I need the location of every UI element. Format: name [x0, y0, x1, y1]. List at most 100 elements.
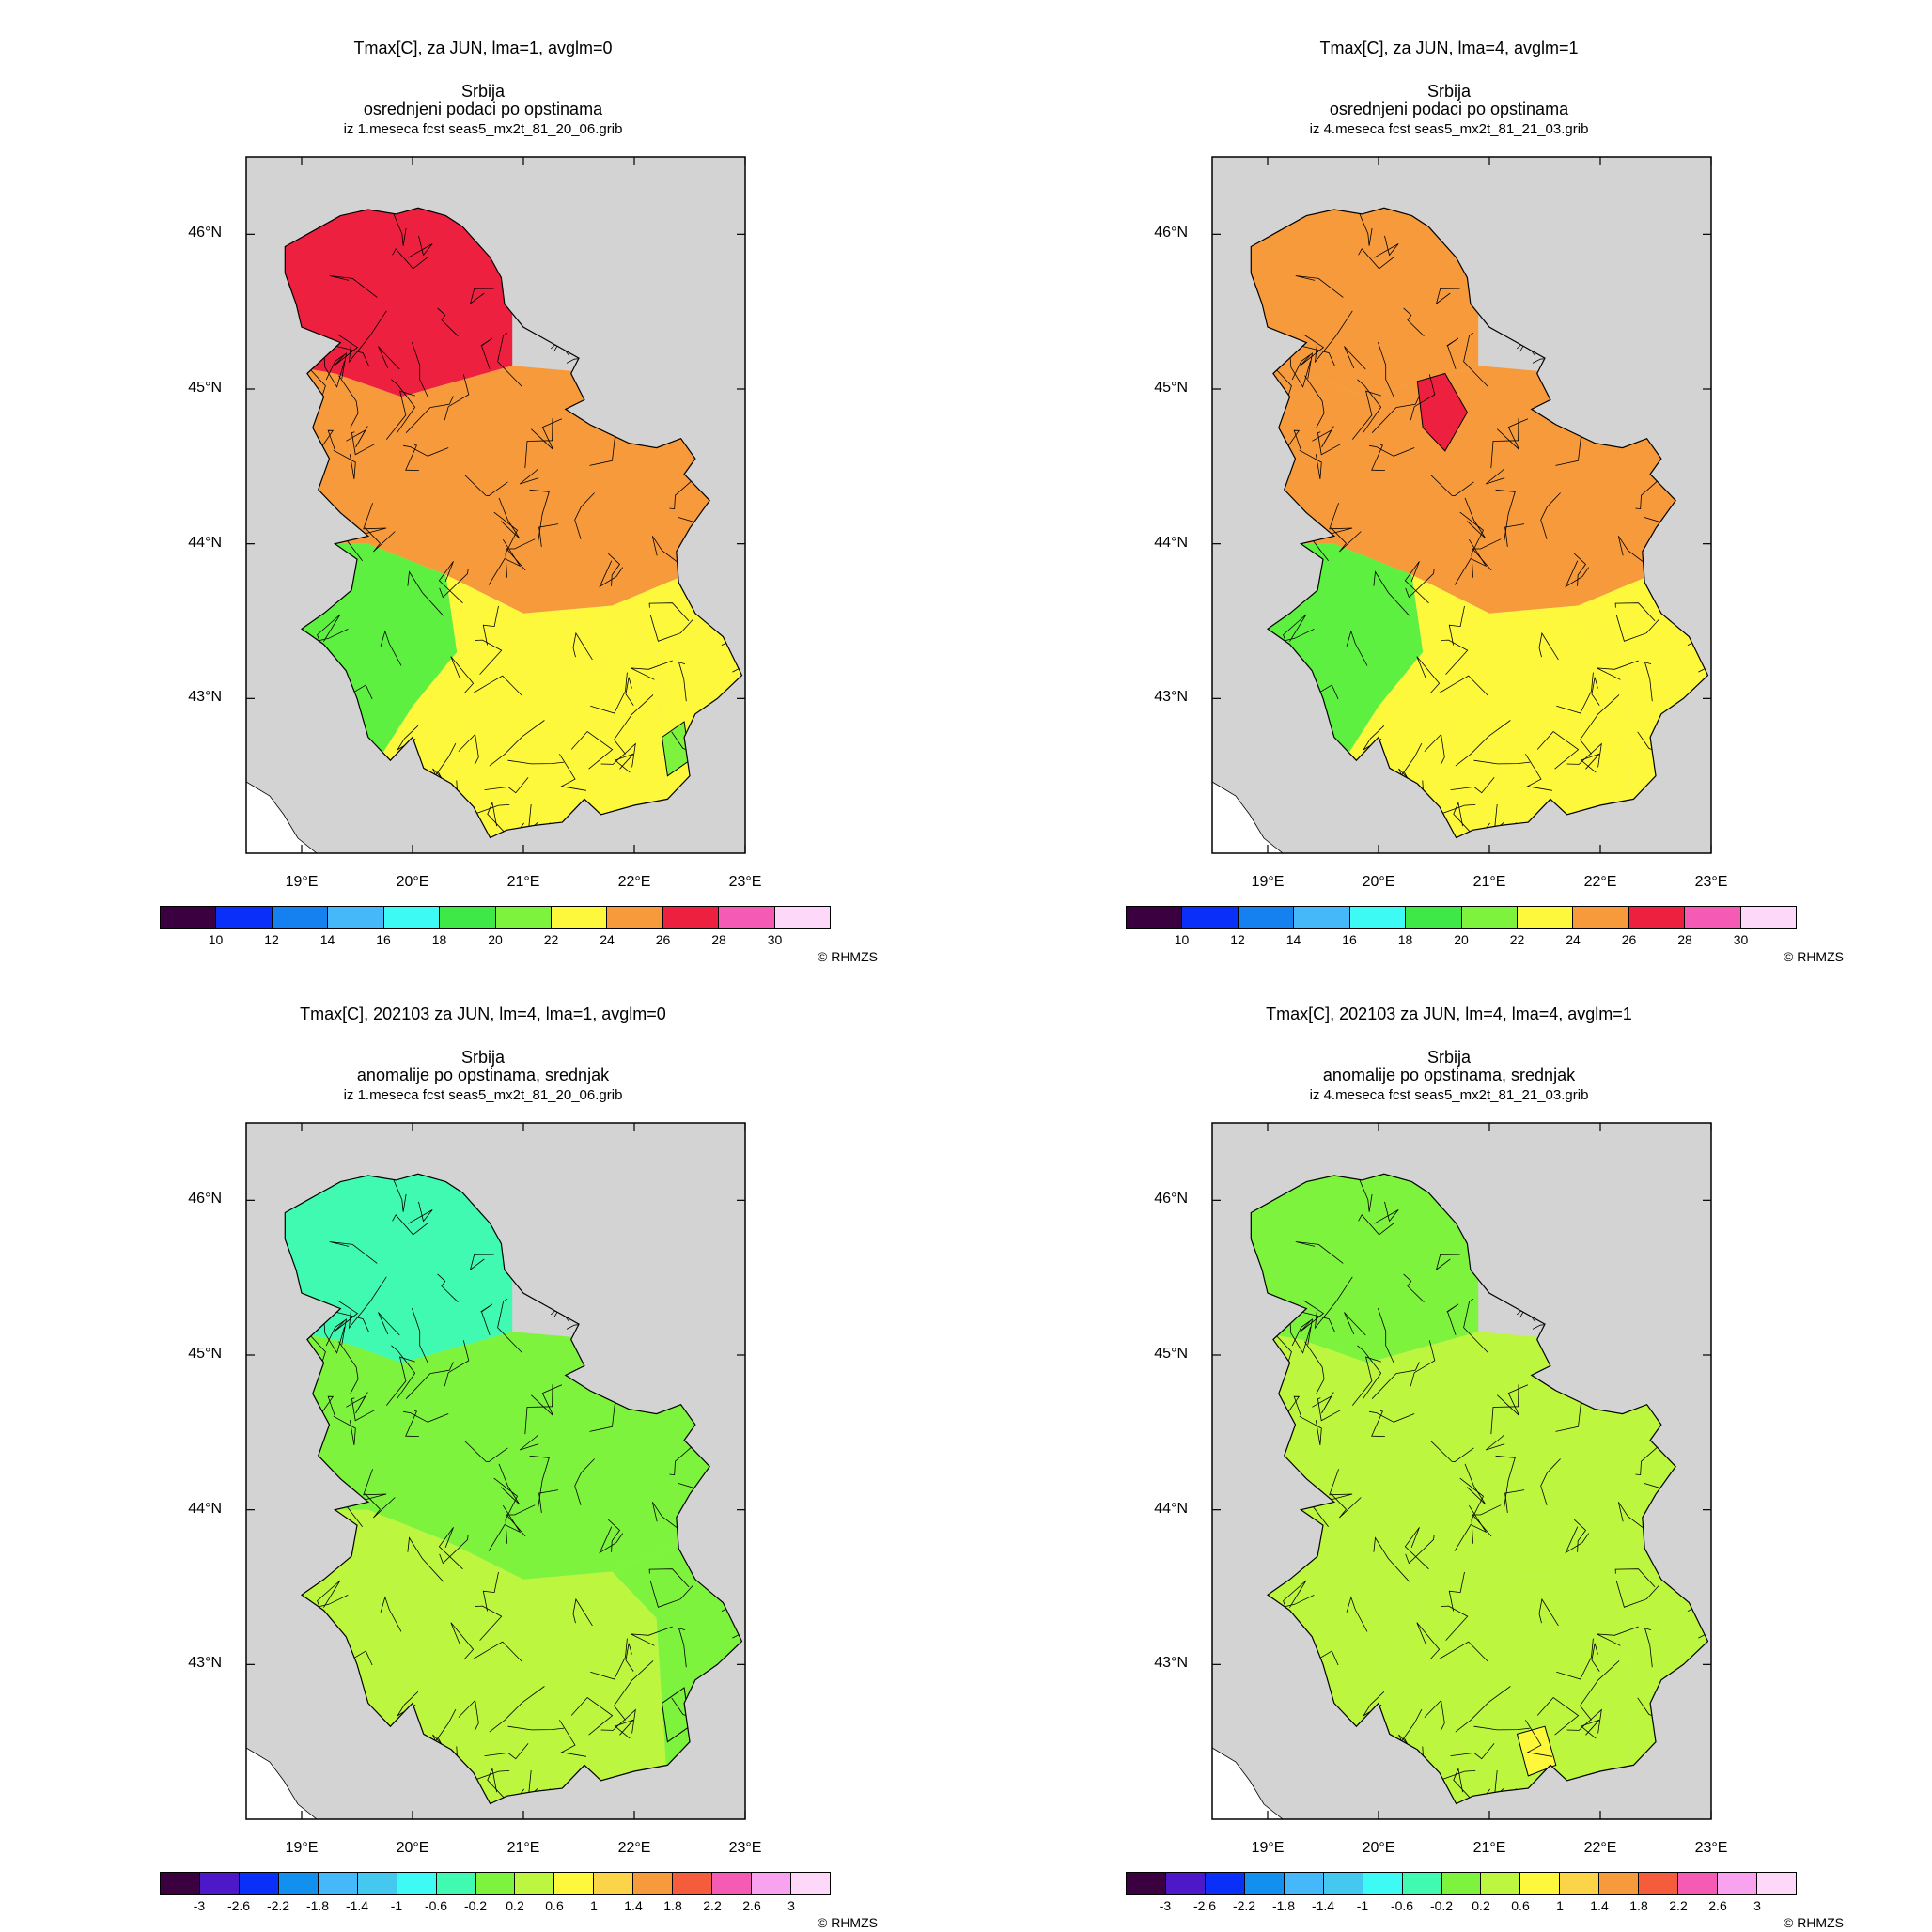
municipality-boundary: [1317, 1397, 1341, 1422]
municipality-boundary: [1536, 730, 1580, 770]
municipality-boundary: [1358, 1214, 1395, 1236]
municipality-boundary: [444, 1340, 470, 1387]
lat-label: 45°N: [1154, 1346, 1188, 1362]
municipality-boundary: [392, 248, 429, 270]
municipality-boundary: [1450, 1743, 1495, 1760]
municipality-boundary: [572, 1597, 593, 1627]
municipality-boundary: [480, 1303, 493, 1335]
municipality-boundary: [531, 1384, 563, 1416]
colorbar-tick-label: 18: [431, 932, 447, 947]
municipality-boundary: [403, 1410, 449, 1423]
municipality-boundary: [333, 449, 356, 479]
colorbar-swatch: [752, 1873, 791, 1894]
municipality-boundary: [1459, 1477, 1485, 1544]
municipality-boundary: [1574, 553, 1587, 586]
municipality-boundary: [648, 1568, 690, 1588]
region-title: Srbija: [460, 82, 506, 101]
municipality-boundary: [450, 1622, 475, 1660]
colorbar-swatch: [328, 907, 384, 928]
municipality-boundary: [1358, 248, 1395, 270]
lon-label: 21°E: [1472, 874, 1506, 890]
colorbar-tick-label: 0.2: [506, 1898, 524, 1913]
region-title: Srbija: [1426, 1048, 1472, 1067]
municipality-boundary: [1441, 639, 1469, 675]
map-frame: [1211, 156, 1712, 854]
municipality-boundary: [570, 730, 614, 770]
chart-subtitle: osrednjeni podaci po opstinama: [1329, 100, 1569, 118]
chart-subtitle: anomalije po opstinama, srednjak: [1322, 1066, 1576, 1084]
colorbar-tick-label: 1.4: [624, 1898, 643, 1913]
map-frame: [245, 156, 746, 854]
municipality-boundary: [438, 1527, 463, 1570]
municipality-boundary: [351, 1397, 375, 1422]
municipality-boundary: [572, 631, 593, 661]
municipality-boundary: [1446, 1303, 1459, 1335]
colorbar-swatch: [719, 907, 775, 928]
municipality-boundary: [1556, 672, 1594, 714]
municipality-boundary: [1574, 1519, 1587, 1552]
map-canvas: [1211, 156, 1712, 854]
municipality-boundary: [614, 1719, 634, 1739]
colorbar-swatch: [199, 1873, 240, 1894]
municipality-boundary: [407, 570, 444, 616]
municipality-boundary: [439, 1535, 469, 1565]
municipality-boundary: [625, 1643, 634, 1672]
municipality-boundary: [1430, 1441, 1474, 1463]
credit-label: © RHMZS: [1784, 949, 1844, 964]
municipality-boundary: [1373, 1536, 1410, 1582]
lon-label: 23°E: [728, 874, 762, 890]
municipality-boundary: [385, 1356, 415, 1406]
municipality-boundary: [1344, 1312, 1366, 1336]
municipality-boundary: [1495, 1455, 1516, 1507]
municipality-boundary: [590, 1638, 628, 1680]
municipality-boundary: [380, 1596, 402, 1632]
municipality-boundary: [469, 1254, 494, 1271]
colorbar-tick-label: 1: [590, 1898, 598, 1913]
municipality-boundary: [497, 332, 523, 388]
municipality-boundary: [1283, 1580, 1307, 1611]
municipality-boundary: [1504, 1489, 1525, 1513]
region-title: Srbija: [1426, 82, 1472, 101]
lat-label: 46°N: [188, 225, 222, 242]
municipality-boundary: [439, 569, 469, 599]
municipality-boundary: [329, 1241, 378, 1264]
colorbar-swatch: [662, 907, 720, 928]
municipality-boundary: [315, 1395, 335, 1422]
municipality-boundary: [412, 1307, 429, 1364]
colorbar-swatch: [1406, 907, 1462, 928]
colorbar-swatch: [712, 1873, 753, 1894]
municipality-boundary: [1565, 1526, 1590, 1554]
lat-label: 43°N: [1154, 1655, 1188, 1672]
colorbar-tick-label: 0.2: [1472, 1898, 1490, 1913]
colorbar-tick-label: 2.6: [742, 1898, 761, 1913]
source-note: iz 1.meseca fcst seas5_mx2t_81_20_06.gri…: [343, 121, 623, 137]
municipality-boundary: [346, 1392, 368, 1414]
colorbar-swatch: [357, 1873, 397, 1894]
municipality-boundary: [325, 352, 348, 381]
municipality-boundary: [519, 469, 539, 485]
lat-label: 43°N: [1154, 689, 1188, 706]
municipality-boundary: [1706, 1528, 1708, 1554]
chart-title: Tmax[C], za JUN, lma=1, avglm=0: [353, 39, 613, 57]
municipality-boundary: [1405, 1535, 1435, 1565]
municipality-boundary: [405, 444, 419, 471]
municipality-boundary: [498, 497, 521, 539]
municipality-boundary: [1410, 374, 1436, 421]
municipality-boundary: [488, 1504, 522, 1551]
municipality-boundary: [1439, 675, 1489, 696]
colorbar-tick-label: -2.2: [1232, 1898, 1256, 1913]
lon-label: 23°E: [1694, 874, 1728, 890]
municipality-boundary: [1565, 560, 1590, 588]
municipality-boundary: [538, 523, 559, 547]
municipality-boundary: [323, 1316, 345, 1354]
municipality-boundary: [315, 429, 335, 456]
municipality-boundary: [1644, 662, 1653, 702]
lon-label: 21°E: [1472, 1840, 1506, 1856]
municipality-boundary: [1464, 1463, 1487, 1505]
colorbar: [160, 1872, 831, 1895]
municipality-boundary: [489, 1686, 545, 1733]
municipality-boundary: [1331, 1493, 1362, 1519]
municipality-boundary: [1455, 720, 1511, 767]
municipality-boundary: [1304, 375, 1325, 428]
municipality-boundary: [1378, 341, 1395, 398]
